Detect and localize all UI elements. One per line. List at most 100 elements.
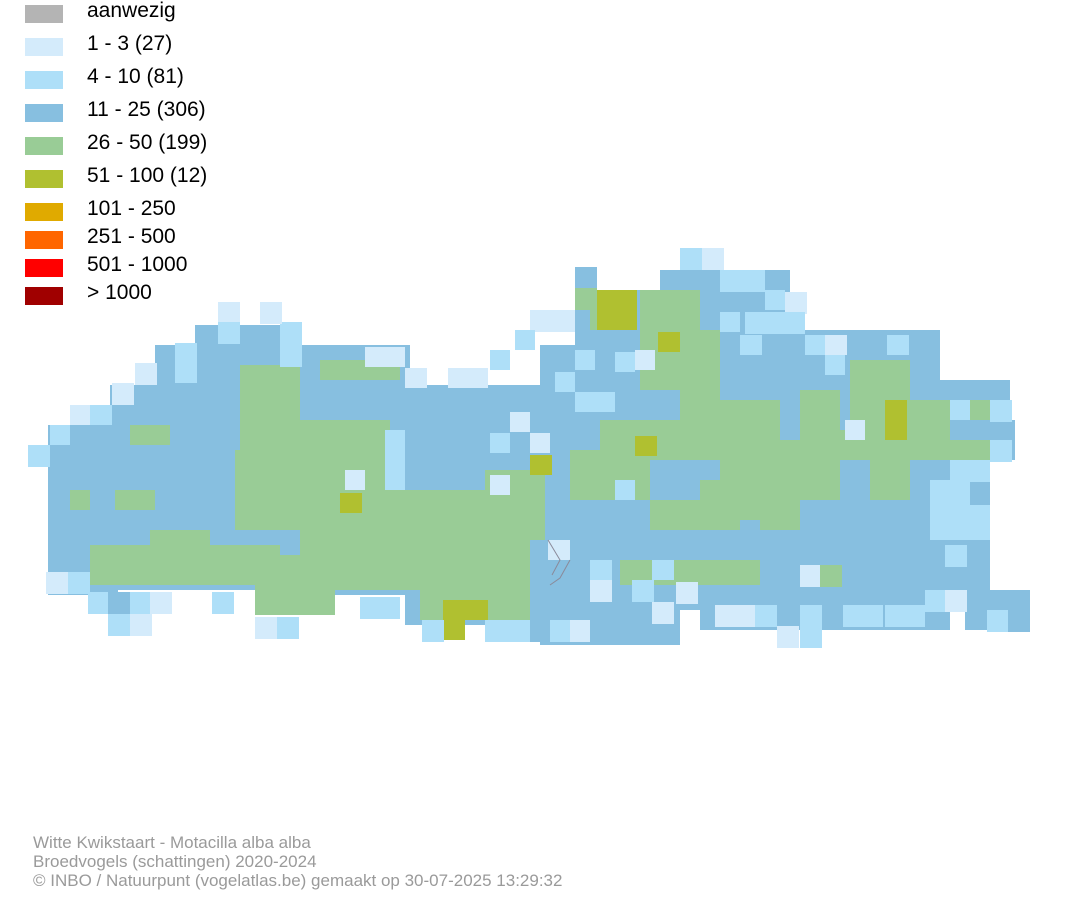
legend-item: > 1000 — [25, 281, 345, 305]
map-grid-cell — [175, 343, 197, 383]
map-grid-cell — [575, 392, 615, 412]
map-grid-cell — [548, 540, 570, 560]
map-grid-cell — [448, 368, 488, 388]
legend-item: 1 - 3 (27) — [25, 32, 345, 56]
map-grid-cell — [90, 405, 112, 425]
map-grid-cell — [652, 602, 674, 624]
legend-label: > 1000 — [87, 281, 152, 304]
map-grid-cell — [615, 480, 635, 500]
legend-item: 11 - 25 (306) — [25, 98, 345, 122]
map-grid-cell — [260, 302, 282, 324]
map-grid-cell — [990, 400, 1012, 422]
map-grid-cell — [800, 626, 822, 648]
map-grid-cell — [405, 368, 427, 388]
legend-swatch — [25, 170, 63, 188]
map-grid-cell — [570, 620, 590, 642]
map-grid-cell — [490, 433, 510, 453]
map-grid-cell — [765, 290, 785, 310]
map-grid-cell — [555, 372, 575, 392]
map-area-block — [570, 450, 650, 500]
map-grid-cell — [925, 590, 947, 612]
map-grid-cell — [255, 617, 277, 639]
map-grid-cell — [652, 560, 674, 580]
map-grid-cell — [28, 445, 50, 467]
map-area-block — [950, 440, 990, 460]
map-grid-cell — [635, 436, 657, 456]
map-grid-cell — [950, 400, 970, 420]
map-grid-cell — [530, 433, 550, 453]
legend-label: 51 - 100 (12) — [87, 164, 208, 187]
legend-item: 4 - 10 (81) — [25, 65, 345, 89]
map-grid-cell — [345, 470, 365, 490]
legend-swatch — [25, 203, 63, 221]
dataset-subtitle: Broedvogels (schattingen) 2020-2024 — [33, 852, 317, 871]
map-area-block — [430, 500, 490, 560]
legend-label: 4 - 10 (81) — [87, 65, 184, 88]
map-grid-cell — [150, 592, 172, 614]
map-grid-cell — [385, 430, 405, 490]
legend-item: aanwezig — [25, 0, 345, 23]
map-grid-cell — [218, 322, 240, 344]
map-grid-cell — [575, 350, 595, 370]
map-grid-cells — [28, 248, 1030, 648]
map-grid-cell — [443, 620, 465, 640]
map-grid-cell — [490, 475, 510, 495]
legend-swatch — [25, 38, 63, 56]
map-grid-cell — [575, 267, 597, 289]
map-grid-cell — [340, 493, 362, 513]
legend-label: 11 - 25 (306) — [87, 98, 206, 121]
map-grid-cell — [885, 400, 907, 440]
map-area-block — [130, 425, 170, 445]
map-grid-cell — [530, 310, 575, 332]
legend-label: 101 - 250 — [87, 197, 176, 220]
legend-swatch — [25, 5, 63, 23]
map-grid-cell — [530, 455, 552, 475]
map-area-block — [800, 390, 840, 450]
legend-swatch — [25, 104, 63, 122]
border-line — [547, 539, 571, 586]
legend-swatch — [25, 71, 63, 89]
map-grid-cell — [845, 420, 865, 440]
legend-item: 501 - 1000 — [25, 253, 345, 277]
map-area-block — [780, 480, 810, 500]
map-grid-cell — [515, 330, 535, 350]
legend-label: aanwezig — [87, 0, 176, 22]
map-grid-cell — [825, 355, 845, 375]
map-grid-cell — [88, 592, 110, 614]
map-grid-cell — [658, 332, 680, 352]
legend-swatch — [25, 137, 63, 155]
legend-swatch — [25, 259, 63, 277]
map-grid-cell — [597, 290, 637, 330]
map-grid-cell — [950, 460, 990, 482]
map-grid-cell — [550, 620, 570, 642]
map-grid-cell — [777, 626, 799, 648]
map-area-block — [870, 440, 910, 500]
map-grid-cell — [745, 312, 805, 334]
map-grid-cell — [108, 614, 130, 636]
map-grid-cell — [490, 350, 510, 370]
map-grid-cell — [945, 545, 967, 567]
legend-swatch — [25, 287, 63, 305]
map-area-block — [760, 500, 800, 530]
map-grid-cell — [825, 335, 847, 355]
map-grid-cell — [805, 335, 825, 355]
legend-label: 501 - 1000 — [87, 253, 188, 276]
map-grid-cell — [715, 605, 755, 627]
legend-item: 251 - 500 — [25, 225, 345, 249]
map-green-blocks — [70, 290, 990, 620]
map-grid-cell — [885, 605, 925, 627]
legend-label: 1 - 3 (27) — [87, 32, 173, 55]
map-grid-cell — [930, 480, 970, 500]
map-grid-cell — [68, 572, 90, 594]
map-grid-cell — [112, 383, 134, 405]
map-grid-cell — [632, 580, 654, 602]
map-grid-cell — [130, 592, 152, 614]
legend-swatch — [25, 231, 63, 249]
map-grid-cell — [590, 580, 612, 602]
map-area-block — [150, 530, 210, 560]
map-grid-cell — [702, 248, 724, 270]
map-grid-cell — [443, 600, 488, 620]
map-grid-cell — [218, 302, 240, 324]
map-grid-cell — [590, 560, 612, 580]
